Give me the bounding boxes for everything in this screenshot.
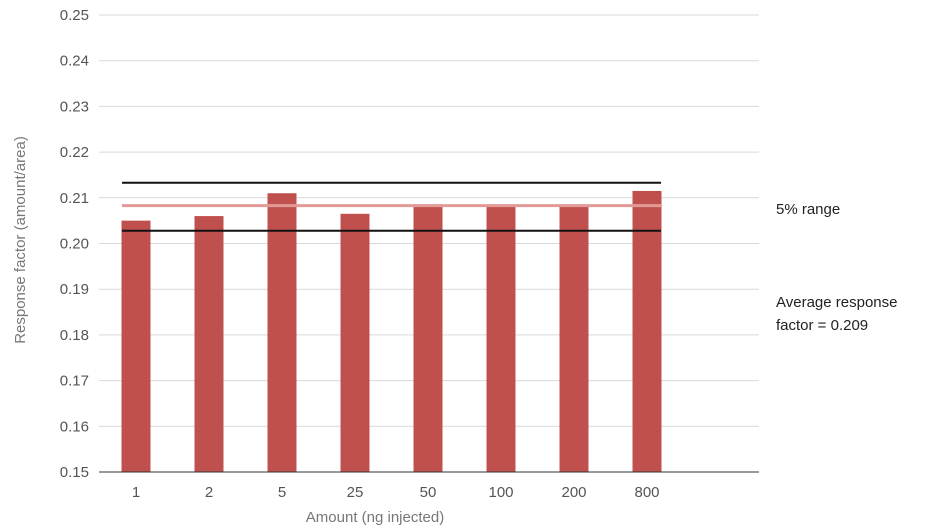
y-tick-label: 0.25 [60, 7, 89, 24]
bar [121, 220, 151, 472]
y-tick-label: 0.15 [60, 464, 89, 481]
y-tick-label: 0.21 [60, 190, 89, 207]
y-tick-label: 0.22 [60, 144, 89, 161]
average-annotation-line1: Average response [776, 294, 897, 311]
x-tick-label: 50 [420, 484, 437, 501]
bars [121, 190, 662, 473]
bar [267, 193, 297, 473]
y-tick-label: 0.20 [60, 236, 89, 253]
x-tick-label: 1 [132, 484, 140, 501]
y-tick-label: 0.17 [60, 373, 89, 390]
x-tick-label: 800 [634, 484, 659, 501]
y-tick-labels: 0.15 0.16 0.17 0.18 0.19 0.20 0.21 0.22 0.23 0.24… [60, 7, 89, 481]
range-annotation: 5% range [776, 201, 840, 218]
average-annotation-line2: factor = 0.209 [776, 317, 868, 334]
x-tick-label: 2 [205, 484, 213, 501]
bar [413, 205, 443, 472]
x-tick-label: 25 [347, 484, 364, 501]
x-tick-labels: 1 2 5 25 50 100 200 800 [132, 484, 660, 501]
bar [486, 206, 516, 472]
y-tick-label: 0.24 [60, 53, 89, 70]
x-tick-label: 200 [561, 484, 586, 501]
x-tick-label: 100 [488, 484, 513, 501]
y-tick-label: 0.19 [60, 281, 89, 298]
x-tick-label: 5 [278, 484, 286, 501]
bar [632, 190, 662, 472]
reference-lines [122, 181, 661, 232]
bar [340, 213, 370, 473]
y-tick-label: 0.16 [60, 418, 89, 435]
bar [559, 206, 589, 472]
bar [194, 216, 224, 472]
y-tick-label: 0.18 [60, 327, 89, 344]
x-axis-title: Amount (ng injected) [306, 509, 444, 526]
y-tick-label: 0.23 [60, 98, 89, 115]
y-axis-title: Response factor (amount/area) [12, 136, 29, 344]
